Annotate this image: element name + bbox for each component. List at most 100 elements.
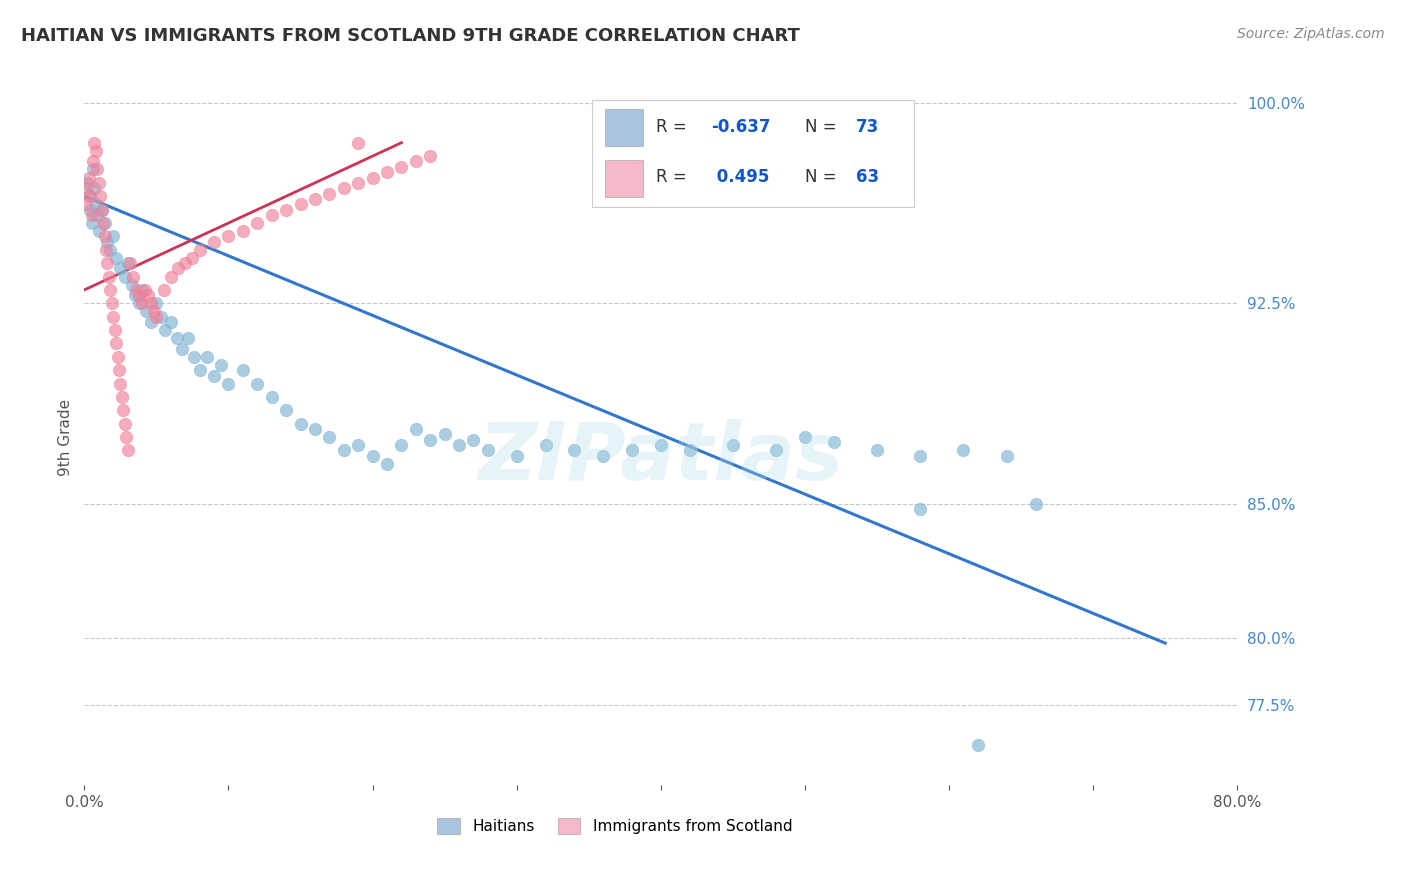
Point <box>128 296 150 310</box>
Point <box>82 154 104 169</box>
Point <box>152 283 174 297</box>
Point <box>160 315 183 329</box>
Point <box>347 438 370 452</box>
Point <box>131 296 153 310</box>
Point <box>76 176 98 190</box>
Point <box>121 277 143 292</box>
Point <box>96 235 118 249</box>
Point <box>534 438 557 452</box>
Point <box>84 197 107 211</box>
Point <box>564 443 586 458</box>
Point <box>202 235 225 249</box>
Legend: Haitians, Immigrants from Scotland: Haitians, Immigrants from Scotland <box>432 812 799 840</box>
Point <box>290 197 312 211</box>
Point <box>108 363 131 377</box>
Point <box>246 376 269 391</box>
Point <box>77 189 100 203</box>
Point <box>114 269 136 284</box>
Point <box>391 438 413 452</box>
Point <box>122 269 145 284</box>
Point <box>153 323 176 337</box>
Point <box>188 363 211 377</box>
Point <box>650 438 672 452</box>
Point <box>304 422 326 436</box>
Point <box>128 288 150 302</box>
Point <box>183 350 205 364</box>
Point <box>142 304 165 318</box>
Point <box>87 224 110 238</box>
Point <box>347 176 370 190</box>
Point <box>79 202 101 217</box>
Point <box>105 336 128 351</box>
Point <box>419 433 441 447</box>
Point <box>621 443 644 458</box>
Point <box>276 403 298 417</box>
Point <box>103 229 124 244</box>
Point <box>361 449 384 463</box>
Point <box>477 443 499 458</box>
Point <box>97 269 120 284</box>
Point <box>167 261 190 276</box>
Point <box>174 256 197 270</box>
Point <box>112 403 135 417</box>
Point <box>111 390 134 404</box>
Point <box>87 176 110 190</box>
Point <box>80 216 103 230</box>
Point <box>103 310 124 324</box>
Point <box>86 162 108 177</box>
Point <box>98 283 121 297</box>
Y-axis label: 9th Grade: 9th Grade <box>58 399 73 475</box>
Point <box>967 738 990 752</box>
Point <box>160 269 183 284</box>
Point <box>794 430 817 444</box>
Point <box>83 136 105 150</box>
Point <box>80 208 103 222</box>
Point <box>172 342 194 356</box>
Point <box>145 310 167 324</box>
Point <box>177 331 200 345</box>
Point <box>449 438 471 452</box>
Point <box>375 457 398 471</box>
Point <box>232 363 254 377</box>
Point <box>82 162 104 177</box>
Point <box>910 502 932 516</box>
Point <box>995 449 1018 463</box>
Point <box>139 315 162 329</box>
Point <box>1025 497 1047 511</box>
Point <box>83 181 105 195</box>
Point <box>347 136 370 150</box>
Point <box>260 208 283 222</box>
Point <box>304 192 326 206</box>
Point <box>218 229 240 244</box>
Point <box>592 449 614 463</box>
Point <box>104 323 127 337</box>
Point <box>114 417 136 431</box>
Point <box>145 296 167 310</box>
Point <box>115 430 138 444</box>
Point <box>260 390 283 404</box>
Point <box>823 435 845 450</box>
Point <box>218 376 240 391</box>
Point <box>679 443 702 458</box>
Point <box>90 202 112 217</box>
Point <box>136 288 159 302</box>
Point <box>866 443 889 458</box>
Point <box>721 438 744 452</box>
Point <box>188 243 211 257</box>
Point <box>333 181 356 195</box>
Point <box>84 144 107 158</box>
Point <box>765 443 787 458</box>
Point <box>94 243 117 257</box>
Point <box>463 433 485 447</box>
Point <box>117 443 139 458</box>
Point <box>107 350 129 364</box>
Point <box>318 430 340 444</box>
Point <box>110 261 132 276</box>
Point <box>361 170 384 185</box>
Point <box>77 170 100 185</box>
Point <box>75 197 97 211</box>
Text: HAITIAN VS IMMIGRANTS FROM SCOTLAND 9TH GRADE CORRELATION CHART: HAITIAN VS IMMIGRANTS FROM SCOTLAND 9TH … <box>21 27 800 45</box>
Point <box>419 149 441 163</box>
Point <box>110 376 132 391</box>
Point <box>506 449 529 463</box>
